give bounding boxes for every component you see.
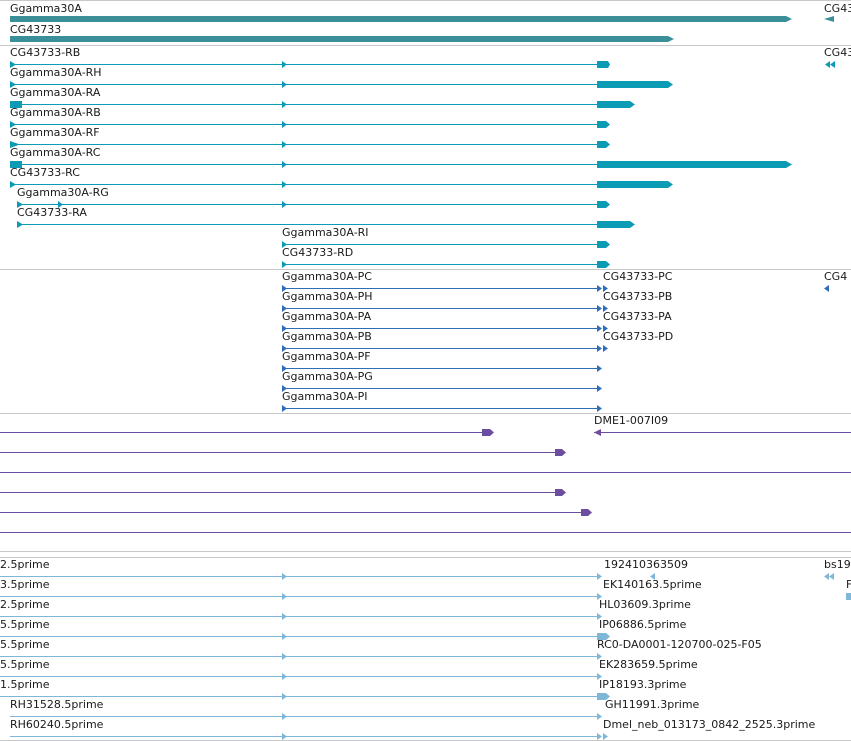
- transcript-feature[interactable]: [10, 141, 610, 148]
- cdna-label: 5.5prime: [0, 618, 50, 631]
- transcript-feature[interactable]: [17, 221, 635, 228]
- gene-feature[interactable]: [824, 16, 834, 22]
- cdna-label: IP18193.3prime: [599, 678, 687, 691]
- protein-track: [282, 285, 829, 412]
- cdna-label: HL03609.3prime: [599, 598, 691, 611]
- cdna-feature[interactable]: [0, 633, 610, 640]
- cdna-label: 2.5prime: [0, 598, 50, 611]
- gene-label: Ggamma30A: [10, 2, 82, 15]
- transcript-label: CG43733-RC: [10, 166, 80, 179]
- transcript-feature[interactable]: [10, 81, 673, 88]
- cdna-label: RC0-DA0001-120700-025-F05: [597, 638, 762, 651]
- protein-label: Ggamma30A-PI: [282, 390, 368, 403]
- transcript-label: Ggamma30A-RA: [10, 86, 101, 99]
- cdna-label: 192410363509: [604, 558, 688, 571]
- protein-label: CG43733-PC: [603, 270, 673, 283]
- transcript-feature[interactable]: [10, 161, 792, 168]
- cdna-label: EK140163.5prime: [603, 578, 702, 591]
- protein-feature[interactable]: [282, 365, 602, 372]
- cdna-feature[interactable]: [0, 573, 655, 580]
- transcript-feature[interactable]: [17, 201, 610, 208]
- cdna-label: RH31528.5prime: [10, 698, 104, 711]
- transcript-feature[interactable]: [825, 61, 835, 68]
- est-track: [0, 429, 851, 533]
- transcript-label: CG43: [824, 46, 851, 59]
- transcript-track: [10, 61, 835, 268]
- transcript-label: Ggamma30A-RH: [10, 66, 102, 79]
- gene-feature[interactable]: [10, 36, 674, 42]
- cdna-feature[interactable]: [10, 733, 608, 740]
- cdna-feature[interactable]: [0, 593, 602, 600]
- cdna-label: F: [846, 578, 851, 591]
- transcript-feature[interactable]: [282, 261, 610, 268]
- cdna-label: 1.5prime: [0, 678, 50, 691]
- protein-label: CG43733-PD: [603, 330, 674, 343]
- gene-label: CG43733: [10, 23, 62, 36]
- cdna-label: 5.5prime: [0, 658, 50, 671]
- cdna-label: EK283659.5prime: [599, 658, 698, 671]
- cdna-feature[interactable]: [0, 673, 602, 680]
- cdna-feature[interactable]: [0, 613, 602, 620]
- cdna-label: bs19: [824, 558, 851, 571]
- est-feature[interactable]: [0, 489, 566, 496]
- protein-feature[interactable]: [282, 385, 602, 392]
- protein-label: Ggamma30A-PB: [282, 330, 372, 343]
- gene-track: [10, 16, 834, 42]
- cdna-feature[interactable]: [10, 713, 602, 720]
- est-feature[interactable]: [594, 429, 851, 436]
- protein-label: CG4: [824, 270, 848, 283]
- est-feature[interactable]: [0, 449, 566, 456]
- transcript-label: CG43733-RA: [17, 206, 87, 219]
- transcript-label: Ggamma30A-RB: [10, 106, 101, 119]
- protein-label: Ggamma30A-PH: [282, 290, 373, 303]
- cdna-label: RH60240.5prime: [10, 718, 104, 731]
- transcript-label: Ggamma30A-RI: [282, 226, 369, 239]
- cdna-feature[interactable]: [824, 573, 851, 600]
- transcript-feature[interactable]: [10, 61, 610, 68]
- cdna-feature[interactable]: [0, 693, 610, 700]
- protein-label: CG43733-PB: [603, 290, 673, 303]
- est-feature[interactable]: [0, 509, 592, 516]
- transcript-label: Ggamma30A-RC: [10, 146, 101, 159]
- protein-label: Ggamma30A-PF: [282, 350, 371, 363]
- protein-feature[interactable]: [282, 305, 608, 312]
- cdna-label: 5.5prime: [0, 638, 50, 651]
- protein-feature[interactable]: [282, 345, 608, 352]
- protein-label: Ggamma30A-PG: [282, 370, 373, 383]
- transcript-label: Ggamma30A-RF: [10, 126, 100, 139]
- est-label: DME1-007I09: [594, 414, 669, 427]
- protein-label: Ggamma30A-PA: [282, 310, 372, 323]
- cdna-label: 3.5prime: [0, 578, 50, 591]
- transcript-label: CG43733-RD: [282, 246, 354, 259]
- transcript-feature[interactable]: [10, 101, 635, 108]
- protein-feature[interactable]: [282, 405, 602, 412]
- transcript-feature[interactable]: [282, 241, 610, 248]
- transcript-label: Ggamma30A-RG: [17, 186, 109, 199]
- transcript-feature[interactable]: [10, 181, 673, 188]
- cdna-label: 2.5prime: [0, 558, 50, 571]
- protein-feature[interactable]: [282, 285, 608, 292]
- cdna-label: IP06886.5prime: [599, 618, 687, 631]
- protein-label: CG43733-PA: [603, 310, 672, 323]
- cdna-label: GH11991.3prime: [605, 698, 700, 711]
- transcript-feature[interactable]: [10, 121, 610, 128]
- transcript-label: CG43733-RB: [10, 46, 81, 59]
- protein-label: Ggamma30A-PC: [282, 270, 372, 283]
- protein-feature[interactable]: [824, 285, 829, 292]
- gene-label: CG43: [824, 2, 851, 15]
- cdna-label: Dmel_neb_013173_0842_2525.3prime: [603, 718, 816, 731]
- gene-feature[interactable]: [10, 16, 792, 22]
- est-feature[interactable]: [0, 429, 494, 436]
- cdna-feature[interactable]: [0, 653, 602, 660]
- protein-feature[interactable]: [282, 325, 608, 332]
